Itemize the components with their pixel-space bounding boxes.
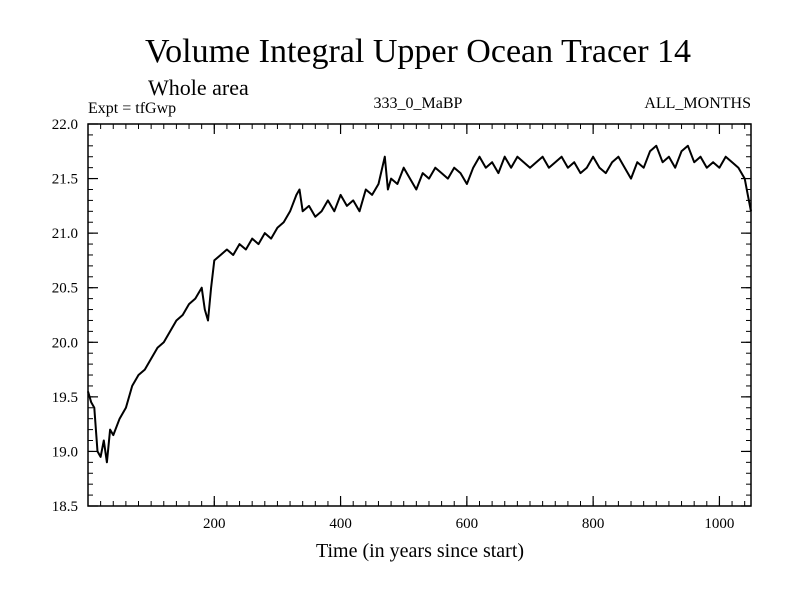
series-line-tracer14 <box>87 144 752 464</box>
plot-frame <box>87 123 752 507</box>
x-axis-label: Time (in years since start) <box>316 540 524 562</box>
y-tick-label: 20.5 <box>52 281 78 297</box>
y-axis: 18.5 19.0 19.5 20.0 20.5 21.0 21.5 22.0 <box>52 117 751 515</box>
x-tick-label: 800 <box>582 516 605 532</box>
chart-subtitle: Whole area <box>148 75 249 100</box>
y-tick-label: 21.5 <box>52 172 78 188</box>
y-tick-label: 19.5 <box>52 390 78 406</box>
months-label: ALL_MONTHS <box>644 95 751 112</box>
y-tick-label: 20.0 <box>52 335 78 351</box>
x-tick-label: 1000 <box>704 516 734 532</box>
x-axis: 200 400 600 800 1000 <box>203 124 734 532</box>
x-tick-label: 400 <box>329 516 352 532</box>
y-tick-label: 18.5 <box>52 499 78 515</box>
y-tick-label: 21.0 <box>52 226 78 242</box>
run-label: 333_0_MaBP <box>374 95 463 112</box>
y-tick-label: 19.0 <box>52 444 78 460</box>
chart-title: Volume Integral Upper Ocean Tracer 14 <box>145 33 691 70</box>
x-tick-label: 600 <box>456 516 479 532</box>
x-tick-label: 200 <box>203 516 226 532</box>
minor-ticks <box>88 124 751 506</box>
series-layer <box>87 144 752 464</box>
y-tick-label: 22.0 <box>52 117 78 133</box>
experiment-label: Expt = tfGwp <box>88 100 176 117</box>
